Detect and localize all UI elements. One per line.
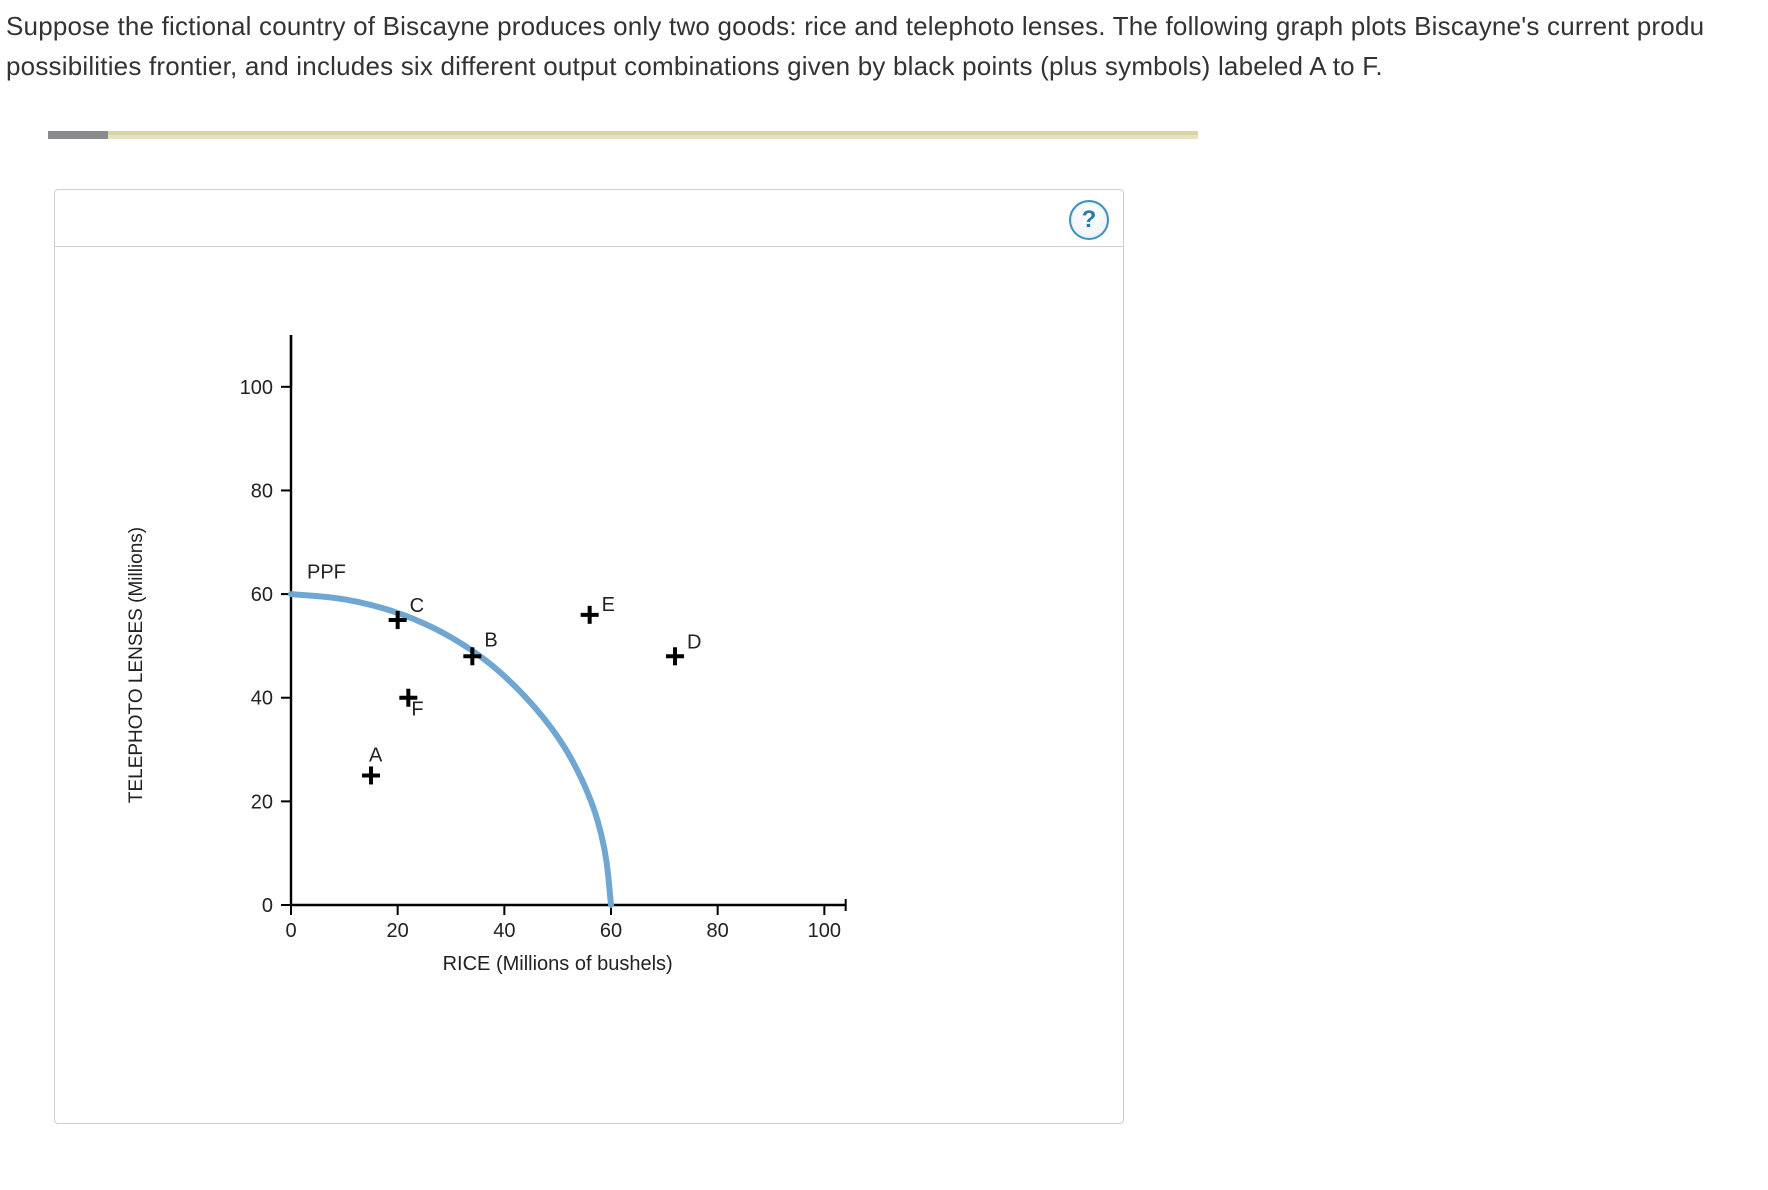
- y-tick-label: 80: [251, 480, 273, 502]
- x-tick-label: 60: [600, 920, 622, 942]
- intro-line-1: Suppose the fictional country of Biscayn…: [6, 11, 1704, 41]
- point-label: C: [410, 595, 424, 617]
- x-tick-label: 0: [285, 920, 296, 942]
- intro-line-2: possibilities frontier, and includes six…: [6, 51, 1383, 81]
- point-label: F: [411, 698, 423, 720]
- chart-header: ?: [55, 190, 1123, 247]
- y-tick-label: 0: [262, 895, 273, 917]
- section-divider: [0, 131, 1198, 139]
- plot: 0 20 40 60 80 100 0 20 40 60 80 100 PPF A B C D E F: [231, 305, 1011, 985]
- y-tick-label: 20: [251, 791, 273, 813]
- x-axis-label: RICE (Millions of bushels): [443, 953, 673, 976]
- y-tick-label: 100: [240, 376, 273, 398]
- x-tick-label: 80: [707, 920, 729, 942]
- y-axis-label-wrap: TELEPHOTO LENSES (Millions): [121, 305, 161, 973]
- x-tick-label: 40: [493, 920, 515, 942]
- plot-area: TELEPHOTO LENSES (Millions) 0 20 40 60 80 100…: [121, 305, 1093, 1093]
- point-label: E: [602, 593, 615, 615]
- point-label: B: [484, 629, 497, 651]
- chart-card: ? TELEPHOTO LENSES (Millions) 0 20 40 60 80 1…: [54, 189, 1124, 1124]
- plot-svg: 0 20 40 60 80 100 0 20 40 60 80 100 PPF A B C D E F: [231, 305, 1011, 985]
- help-icon: ?: [1082, 206, 1097, 234]
- point-label: D: [687, 631, 701, 653]
- ppf-label: PPF: [307, 561, 346, 583]
- intro-text: Suppose the fictional country of Biscayn…: [0, 0, 1768, 87]
- x-tick-label: 20: [387, 920, 409, 942]
- divider-bar-bottom: [48, 135, 1198, 139]
- y-tick-label: 60: [251, 584, 273, 606]
- divider-tab: [48, 131, 108, 139]
- point-label: A: [369, 744, 383, 766]
- y-tick-label: 40: [251, 687, 273, 709]
- ppf-curve: [291, 594, 611, 905]
- help-button[interactable]: ?: [1069, 200, 1109, 240]
- page-root: Suppose the fictional country of Biscayn…: [0, 0, 1768, 1190]
- y-axis-label: TELEPHOTO LENSES (Millions): [126, 527, 148, 803]
- x-tick-label: 100: [808, 920, 841, 942]
